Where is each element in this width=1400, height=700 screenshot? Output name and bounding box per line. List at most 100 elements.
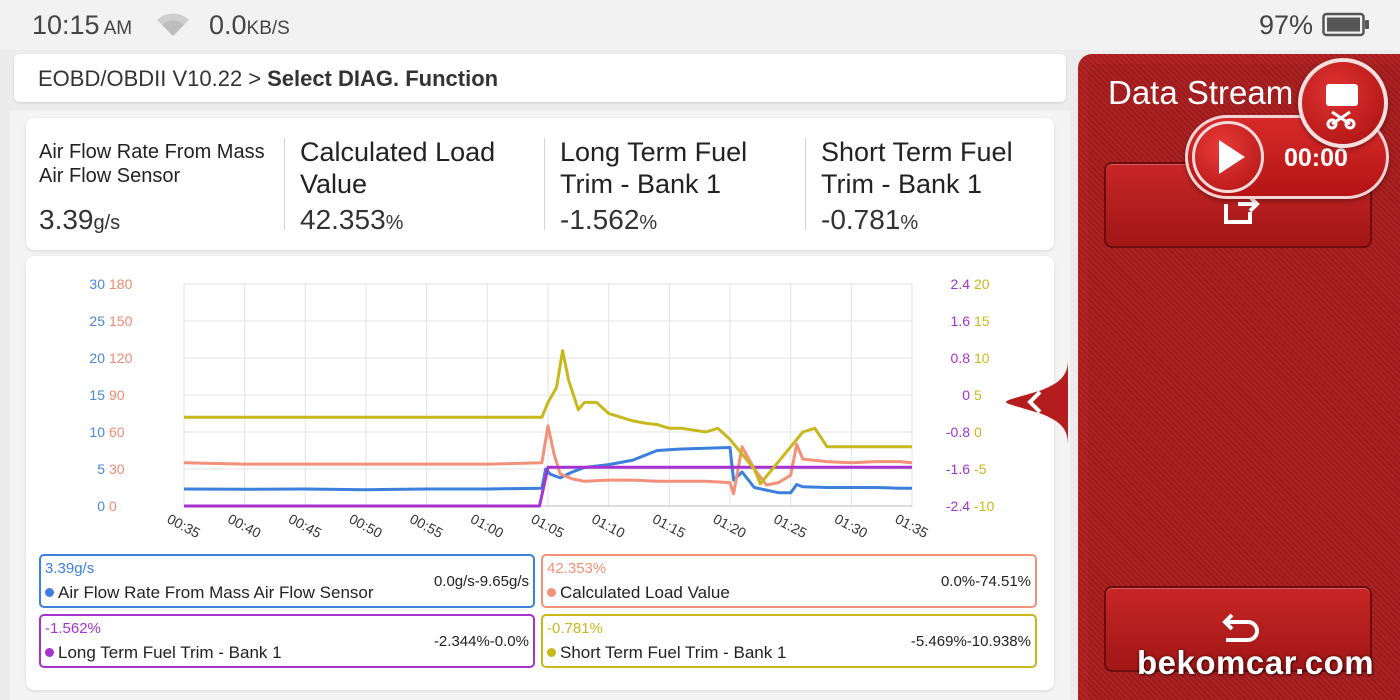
data-stream-main: Air Flow Rate From Mass Air Flow Sensor … [10, 110, 1070, 700]
collapse-panel-button[interactable] [1006, 360, 1068, 444]
legend-item-ltft[interactable]: -1.562% Long Term Fuel Trim - Bank 1 -2.… [39, 614, 535, 668]
legend-name-text: Long Term Fuel Trim - Bank 1 [58, 643, 282, 662]
legend-range: 0.0g/s-9.65g/s [433, 573, 529, 590]
x-tick-label: 00:35 [165, 511, 204, 542]
breadcrumb: EOBD/OBDII V10.22 > Select DIAG. Function [14, 54, 1066, 102]
legend-name: Air Flow Rate From Mass Air Flow Sensor [45, 583, 374, 603]
axis-tick-label-left-inner: 90 [109, 387, 125, 403]
back-button[interactable] [1104, 586, 1372, 672]
status-ampm: AM [103, 18, 133, 39]
network-speed-unit: KB/S [246, 18, 290, 39]
value-label: Air Flow Rate From Mass Air Flow Sensor [39, 141, 265, 187]
axis-tick-label-right-inner: 1.6 [951, 313, 971, 329]
axis-tick-label-left-outer: 10 [89, 424, 105, 440]
legend-range: -2.344%-0.0% [433, 633, 529, 650]
export-icon [1224, 195, 1260, 224]
watermark: bekomcar.com [1137, 644, 1375, 681]
axis-tick-label-right-inner: 2.4 [951, 276, 971, 292]
axis-tick-label-right-inner: 0.8 [951, 350, 971, 366]
value-reading: 3.39g/s [39, 204, 120, 236]
x-tick-label: 01:35 [893, 511, 932, 542]
battery-icon [1322, 12, 1369, 37]
battery-percent: 97% [1259, 10, 1314, 40]
series-line-calculated-load-value [183, 424, 913, 496]
legend-item-maf[interactable]: 3.39g/s Air Flow Rate From Mass Air Flow… [39, 554, 535, 608]
back-icon [1222, 613, 1259, 642]
line-chart[interactable]: 30252015105018015012090603002.41.60.80-0… [26, 256, 1054, 556]
x-tick-label: 01:30 [832, 511, 871, 542]
value-number: -0.781 [821, 204, 901, 235]
axis-tick-label-left-inner: 180 [109, 276, 133, 292]
series-line-air-flow-rate-from-mass-air-flow-sensor [183, 446, 912, 495]
axis-tick-label-left-outer: 30 [89, 276, 105, 292]
x-tick-label: 01:00 [468, 511, 507, 542]
legend-dot [45, 648, 54, 657]
legend-name: Long Term Fuel Trim - Bank 1 [45, 643, 282, 663]
side-panel-title: Data Stream [1108, 74, 1294, 111]
value-unit: % [639, 212, 658, 234]
legend-item-load[interactable]: 42.353% Calculated Load Value 0.0%-74.51… [541, 554, 1037, 608]
record-play-button[interactable] [1192, 121, 1264, 193]
legend-value: 3.39g/s [45, 560, 95, 577]
legend-range: 0.0%-74.51% [940, 573, 1031, 590]
chart-card: 30 25 20 15 10 5 0 180 150 120 90 60 30 0 2.4 1.6 0.8 0 -0… [26, 256, 1054, 690]
network-speed-value: 0.0 [209, 10, 247, 40]
value-reading: 42.353% [300, 204, 403, 236]
breadcrumb-current: Select DIAG. Function [267, 66, 499, 91]
value-number: 3.39 [39, 204, 94, 235]
series-line-short-term-fuel-trim-bank-1 [184, 349, 912, 486]
record-timer: 00:00 [1284, 144, 1348, 172]
play-icon [1219, 140, 1245, 174]
live-values-card: Air Flow Rate From Mass Air Flow Sensor … [26, 118, 1054, 250]
screenshot-icon [1326, 84, 1358, 130]
x-tick-label: 01:05 [529, 511, 568, 542]
x-tick-label: 00:50 [347, 511, 386, 542]
axis-tick-label-left-outer: 15 [89, 387, 105, 403]
value-number: 42.353 [300, 204, 386, 235]
legend-name: Calculated Load Value [547, 583, 730, 603]
legend-name-text: Short Term Fuel Trim - Bank 1 [560, 643, 787, 662]
x-tick-label: 00:55 [407, 511, 446, 542]
legend-value: -0.781% [547, 620, 603, 637]
breadcrumb-separator: > [248, 66, 262, 91]
value-number: -1.562 [560, 204, 640, 235]
legend-dot [547, 588, 556, 597]
axis-tick-label-right-inner: -1.6 [946, 461, 970, 477]
x-tick-label: 00:45 [286, 511, 325, 542]
axis-tick-label-left-inner: 120 [109, 350, 133, 366]
axis-tick-label-left-inner: 150 [109, 313, 133, 329]
value-label: Calculated Load Value [300, 137, 496, 200]
legend-name: Short Term Fuel Trim - Bank 1 [547, 643, 786, 663]
wifi-icon [157, 13, 189, 36]
breadcrumb-path[interactable]: EOBD/OBDII V10.22 [38, 66, 243, 91]
axis-tick-label-right-outer: 10 [974, 350, 990, 366]
x-tick-label: 01:25 [771, 511, 810, 542]
axis-tick-label-right-outer: 5 [974, 387, 982, 403]
axis-tick-label-right-inner: -0.8 [946, 424, 970, 440]
axis-tick-label-left-inner: 0 [109, 498, 117, 514]
x-tick-label: 01:20 [711, 511, 750, 542]
axis-tick-label-right-outer: 0 [974, 424, 982, 440]
legend-value: -1.562% [45, 620, 101, 637]
status-bar: 10:15 AM 0.0KB/S 97% [0, 0, 1400, 50]
axis-tick-label-right-inner: -2.4 [946, 498, 970, 514]
chevron-left-icon [1027, 390, 1042, 414]
x-tick-label: 01:10 [589, 511, 628, 542]
value-label: Short Term Fuel Trim - Bank 1 [821, 137, 1013, 200]
value-label: Long Term Fuel Trim - Bank 1 [560, 137, 748, 200]
axis-tick-label-right-outer: 15 [974, 313, 990, 329]
network-speed: 0.0KB/S [209, 10, 290, 41]
axis-tick-label-right-outer: -10 [974, 498, 994, 514]
legend-item-stft[interactable]: -0.781% Short Term Fuel Trim - Bank 1 -5… [541, 614, 1037, 668]
screenshot-button[interactable] [1298, 58, 1388, 148]
legend-dot [45, 588, 54, 597]
axis-tick-label-right-outer: 20 [974, 276, 990, 292]
status-time: 10:15 AM [32, 10, 132, 41]
value-unit: g/s [93, 212, 121, 234]
x-tick-label: 01:15 [650, 511, 689, 542]
value-unit: % [900, 212, 919, 234]
axis-tick-label-right-inner: 0 [962, 387, 970, 403]
status-time-value: 10:15 [32, 10, 100, 40]
legend-value: 42.353% [547, 560, 607, 577]
series-line-long-term-fuel-trim-bank-1 [184, 465, 912, 508]
